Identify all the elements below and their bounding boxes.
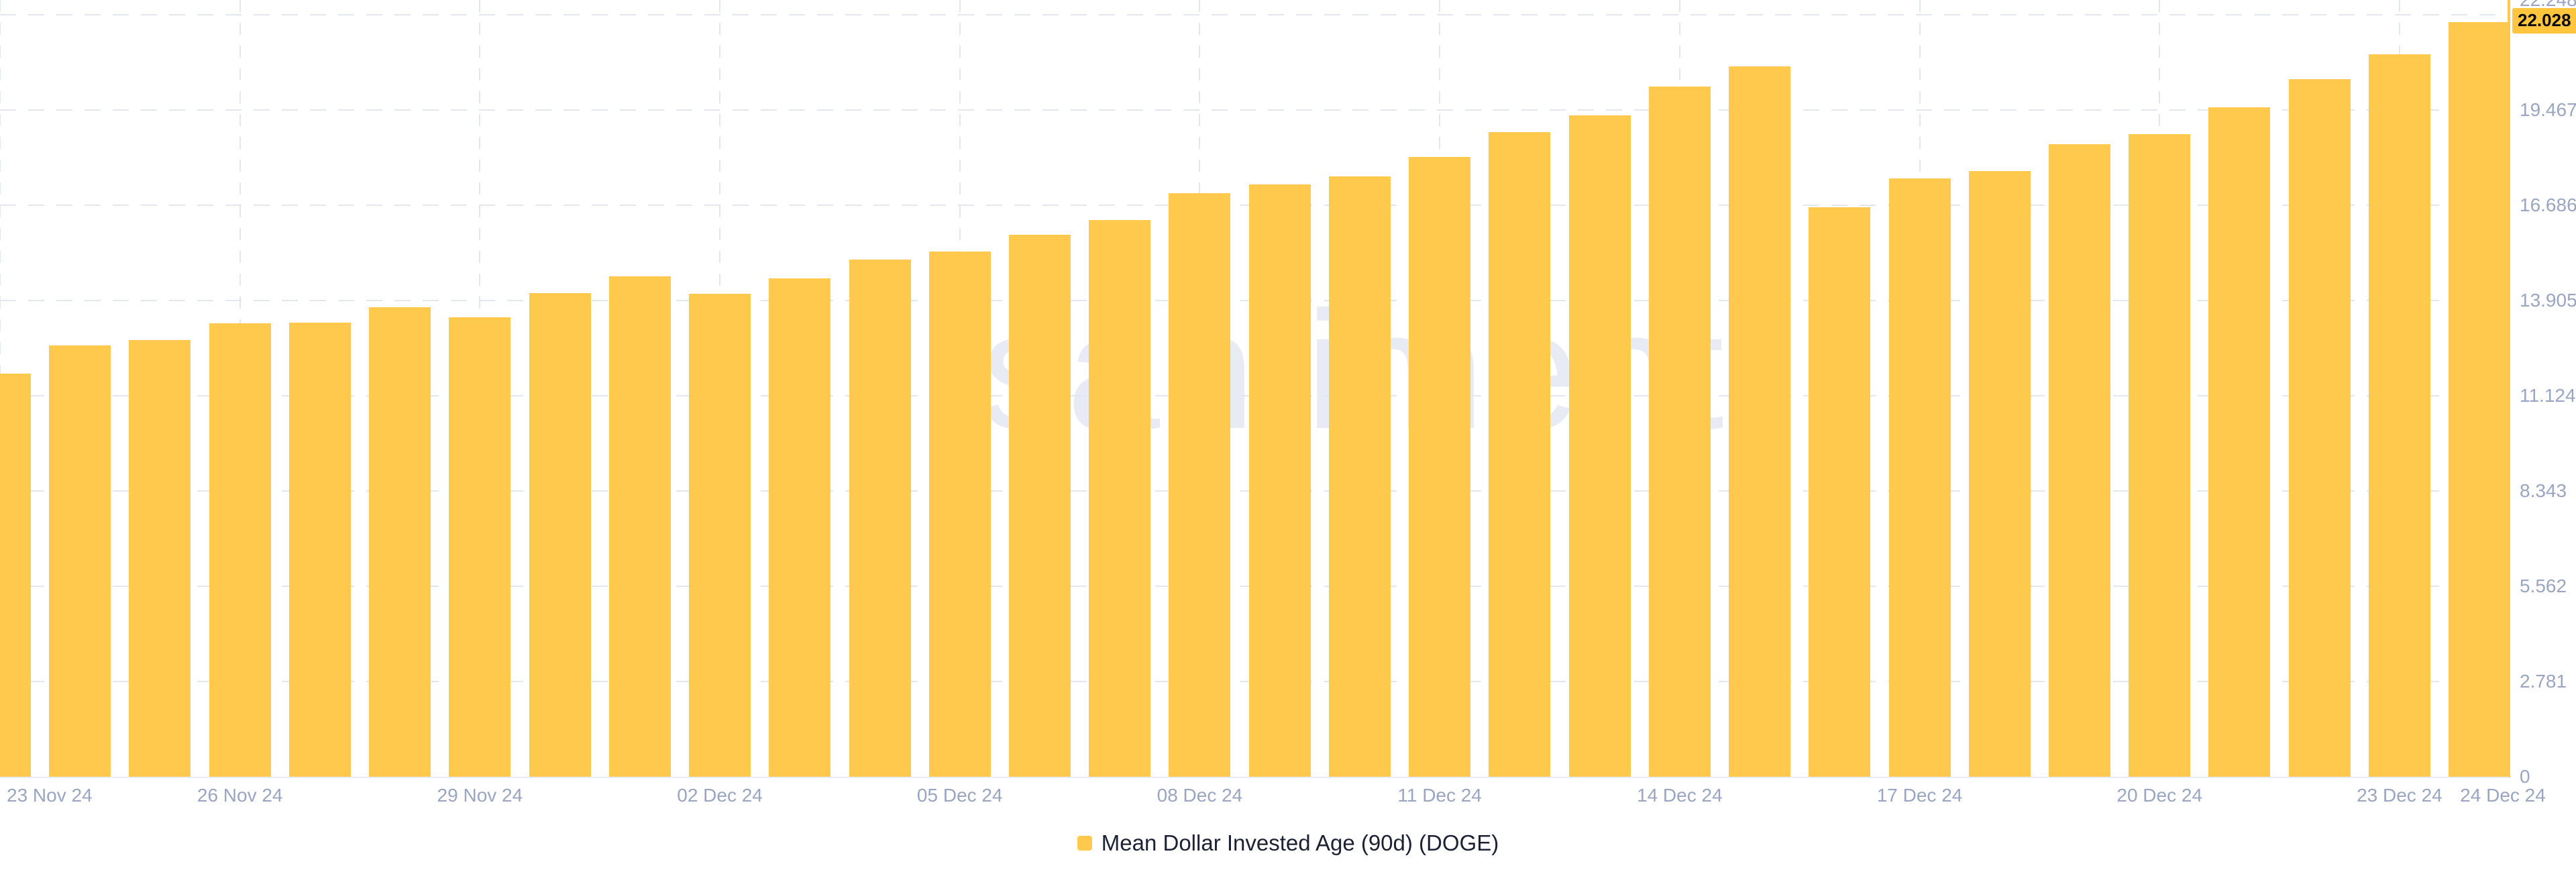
h-gridline (0, 13, 2508, 15)
bar-30-nov-24[interactable] (529, 293, 591, 777)
x-tick-label: 29 Nov 24 (437, 785, 523, 806)
y-tick-label: 16.686 (2520, 194, 2576, 215)
bar-07-dec-24[interactable] (1089, 220, 1151, 777)
bar-24-dec-24[interactable] (2449, 22, 2508, 777)
y-tick-label: 0 (2520, 766, 2530, 787)
x-tick-label: 11 Dec 24 (1397, 785, 1482, 806)
bar-09-dec-24[interactable] (1248, 184, 1311, 777)
y-tick-label: 2.781 (2520, 670, 2567, 692)
x-tick-label: 23 Nov 24 (7, 785, 93, 806)
x-tick-label: 08 Dec 24 (1157, 785, 1243, 806)
y-tick-label: 22.248 (2520, 0, 2576, 11)
bar-13-dec-24[interactable] (1568, 115, 1631, 777)
bar-26-nov-24[interactable] (209, 323, 271, 777)
x-tick-label: 05 Dec 24 (916, 785, 1003, 806)
x-axis-line (0, 777, 2509, 778)
h-gridline (0, 109, 2508, 111)
plot-area: santiment. (0, 0, 2508, 777)
x-tick-label: 23 Dec 24 (2357, 785, 2443, 806)
bar-04-dec-24[interactable] (849, 260, 911, 777)
y-tick-label: 13.905 (2520, 289, 2576, 311)
bar-05-dec-24[interactable] (928, 252, 991, 777)
x-tick-label: 26 Nov 24 (197, 785, 283, 806)
bar-06-dec-24[interactable] (1008, 235, 1071, 777)
bar-20-dec-24[interactable] (2129, 134, 2191, 777)
bar-11-dec-24[interactable] (1409, 157, 1471, 777)
y-tick-label: 8.343 (2520, 480, 2567, 501)
bar-27-nov-24[interactable] (288, 323, 351, 777)
legend-swatch-icon (1077, 836, 1092, 851)
x-tick-label: 24 Dec 24 (2460, 785, 2546, 806)
bar-24-nov-24[interactable] (49, 345, 111, 777)
bar-29-nov-24[interactable] (449, 317, 511, 777)
legend-label: Mean Dollar Invested Age (90d) (DOGE) (1101, 830, 1499, 855)
x-tick-label: 14 Dec 24 (1637, 785, 1723, 806)
bar-18-dec-24[interactable] (1968, 171, 2031, 777)
bar-19-dec-24[interactable] (2048, 144, 2110, 777)
y-tick-label: 19.467 (2520, 99, 2576, 120)
x-tick-label: 02 Dec 24 (677, 785, 763, 806)
y-axis-line (2508, 0, 2510, 777)
legend: Mean Dollar Invested Age (90d) (DOGE) (0, 830, 2576, 856)
bar-12-dec-24[interactable] (1489, 132, 1551, 777)
bar-23-nov-24[interactable] (0, 374, 31, 777)
bar-17-dec-24[interactable] (1888, 178, 1951, 777)
bar-15-dec-24[interactable] (1729, 66, 1791, 777)
last-value-badge: 22.028 (2512, 8, 2576, 34)
x-tick-label: 17 Dec 24 (1876, 785, 1963, 806)
bar-02-dec-24[interactable] (689, 294, 751, 777)
legend-item[interactable]: Mean Dollar Invested Age (90d) (DOGE) (1077, 830, 1499, 856)
x-tick-label: 20 Dec 24 (2116, 785, 2203, 806)
bar-01-dec-24[interactable] (608, 276, 671, 777)
bar-22-dec-24[interactable] (2288, 79, 2351, 777)
bar-14-dec-24[interactable] (1648, 87, 1711, 777)
bar-08-dec-24[interactable] (1169, 193, 1231, 777)
y-tick-label: 11.124 (2520, 384, 2576, 406)
bar-21-dec-24[interactable] (2208, 107, 2271, 777)
bar-28-nov-24[interactable] (369, 307, 431, 777)
bar-10-dec-24[interactable] (1328, 176, 1391, 777)
bar-23-dec-24[interactable] (2368, 54, 2430, 777)
bar-03-dec-24[interactable] (769, 278, 831, 777)
bar-25-nov-24[interactable] (129, 340, 191, 777)
bar-16-dec-24[interactable] (1809, 207, 1871, 777)
y-tick-label: 5.562 (2520, 575, 2567, 596)
